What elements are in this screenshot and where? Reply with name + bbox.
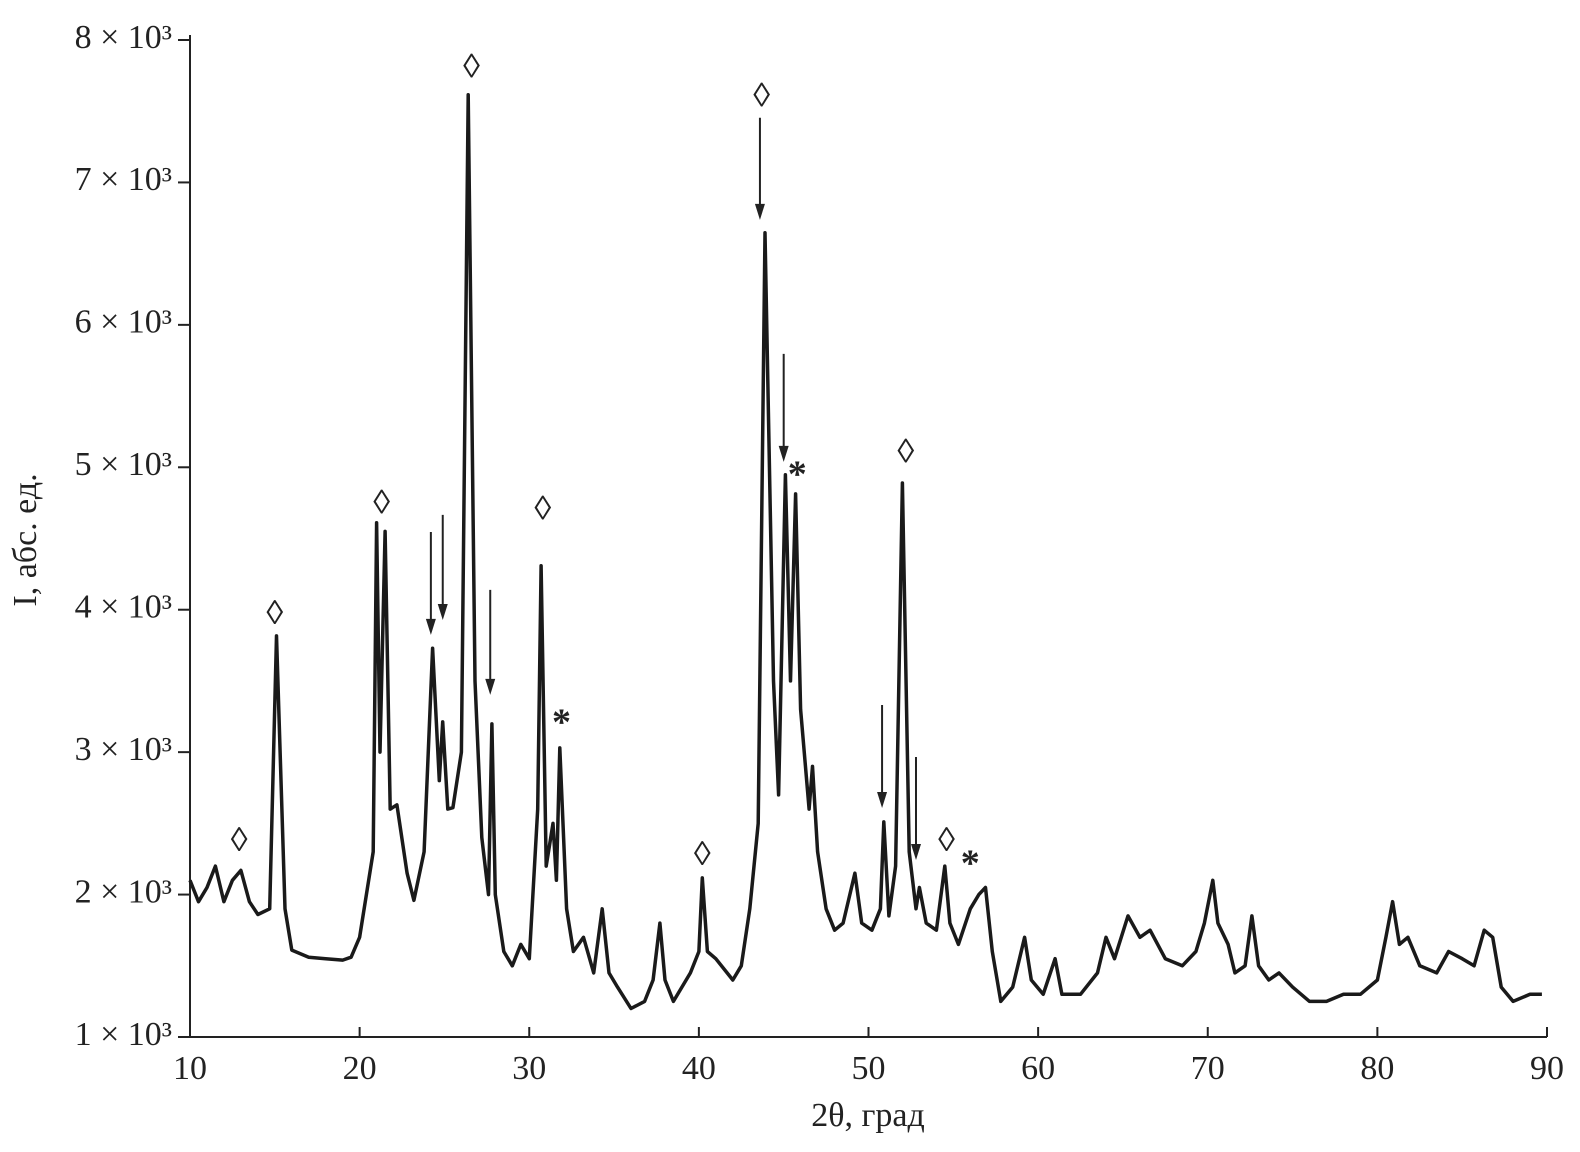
y-tick-label: 1 × 10³	[75, 1016, 172, 1053]
y-tick-label: 4 × 10³	[75, 589, 172, 626]
x-tick-label: 10	[173, 1050, 207, 1087]
arrow-head	[754, 203, 765, 220]
y-axis-label: I, абс. ед.	[7, 473, 44, 606]
diamond-marker: ◊	[463, 49, 480, 86]
x-tick-label: 90	[1530, 1050, 1564, 1087]
diamond-marker: ◊	[753, 78, 770, 115]
x-tick-label: 30	[512, 1050, 546, 1087]
arrow-head	[485, 678, 496, 695]
y-tick-label: 2 × 10³	[75, 873, 172, 910]
y-tick-label: 3 × 10³	[75, 731, 172, 768]
arrow-head	[778, 445, 789, 462]
x-tick-label: 80	[1360, 1050, 1394, 1087]
x-tick-label: 60	[1021, 1050, 1055, 1087]
diamond-marker: ◊	[266, 595, 283, 632]
arrow-head	[877, 791, 888, 808]
diamond-marker: ◊	[897, 434, 914, 471]
diamond-marker: ◊	[694, 836, 711, 873]
x-tick-label: 70	[1191, 1050, 1225, 1087]
diamond-marker: ◊	[231, 822, 248, 859]
x-tick-label: 20	[343, 1050, 377, 1087]
arrow-head	[910, 843, 921, 860]
y-tick-label: 8 × 10³	[75, 19, 172, 56]
arrow-head	[425, 618, 436, 635]
x-tick-label: 50	[852, 1050, 886, 1087]
asterisk-marker: *	[552, 702, 571, 744]
diamond-marker: ◊	[938, 822, 955, 859]
arrow-head	[437, 603, 448, 620]
y-tick-label: 5 × 10³	[75, 446, 172, 483]
diamond-marker: ◊	[373, 485, 390, 522]
spectrum-line	[188, 93, 1542, 1011]
x-tick-label: 40	[682, 1050, 716, 1087]
asterisk-marker: *	[788, 454, 807, 496]
x-axis-label: 2θ, град	[811, 1097, 925, 1134]
y-tick-label: 6 × 10³	[75, 304, 172, 341]
asterisk-marker: *	[961, 843, 980, 885]
y-tick-label: 7 × 10³	[75, 161, 172, 198]
diamond-marker: ◊	[534, 491, 551, 528]
